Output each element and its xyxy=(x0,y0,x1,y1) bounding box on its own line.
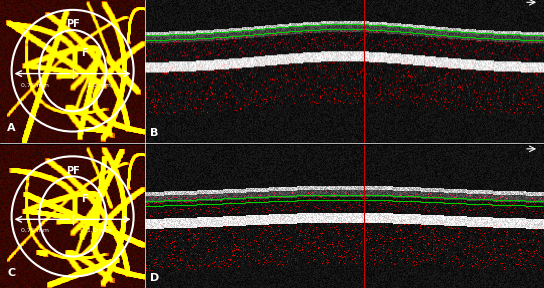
Text: A: A xyxy=(7,123,16,133)
Text: B: B xyxy=(150,128,159,138)
Text: C: C xyxy=(7,268,15,278)
Text: 1,0 mm: 1,0 mm xyxy=(87,228,111,233)
Text: F: F xyxy=(81,48,88,58)
Text: 0,75 mm: 0,75 mm xyxy=(21,228,49,233)
Text: 0,75 mm: 0,75 mm xyxy=(21,82,49,87)
Text: D: D xyxy=(150,273,159,283)
Text: PF: PF xyxy=(66,19,79,29)
Text: PF: PF xyxy=(66,166,79,176)
Text: F: F xyxy=(81,194,88,204)
Text: 1,0 mm: 1,0 mm xyxy=(87,82,111,87)
